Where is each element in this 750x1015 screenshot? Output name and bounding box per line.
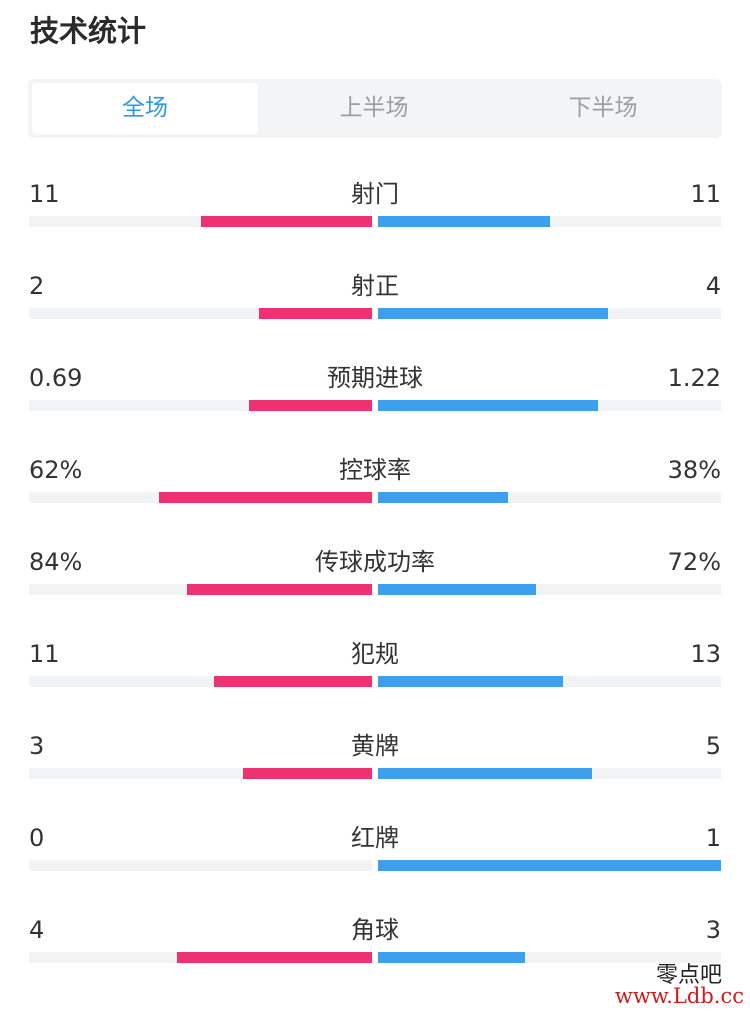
watermark-url: www.Ldb.cc (614, 984, 744, 1008)
away-track (378, 676, 721, 687)
stat-row-possession: 62% 控球率 38% (0, 452, 750, 544)
away-value: 5 (705, 732, 721, 760)
home-bar (176, 952, 372, 963)
away-track (378, 768, 721, 779)
stat-label: 预期进球 (327, 364, 423, 392)
home-bar (214, 676, 372, 687)
period-tabs: 全场 上半场 下半场 (28, 79, 722, 138)
away-value: 3 (705, 916, 721, 944)
home-value: 11 (29, 180, 60, 208)
tab-full-match[interactable]: 全场 (32, 83, 258, 134)
away-track (378, 308, 721, 319)
stat-row-expected-goals: 0.69 预期进球 1.22 (0, 360, 750, 452)
away-bar (378, 768, 593, 779)
away-bar (378, 492, 509, 503)
away-value: 1 (705, 824, 721, 852)
home-track (29, 860, 372, 871)
home-track (29, 952, 372, 963)
away-bar (378, 400, 598, 411)
stat-label: 黄牌 (351, 732, 399, 760)
stat-label: 红牌 (351, 824, 399, 852)
away-track (378, 216, 721, 227)
home-value: 11 (29, 640, 60, 668)
home-value: 4 (29, 916, 45, 944)
stat-label: 传球成功率 (315, 548, 435, 576)
away-bar (378, 676, 564, 687)
tab-second-half[interactable]: 下半场 (568, 95, 638, 121)
home-value: 84% (29, 548, 83, 576)
watermark: 零点吧 www.Ldb.cc (614, 957, 744, 1011)
home-value: 3 (29, 732, 45, 760)
stat-row-fouls: 11 犯规 13 (0, 636, 750, 728)
home-value: 0 (29, 824, 45, 852)
home-bar (200, 216, 372, 227)
page-title: 技术统计 (30, 14, 147, 48)
stat-row-red-cards: 0 红牌 1 (0, 820, 750, 912)
away-bar (378, 952, 526, 963)
away-track (378, 400, 721, 411)
home-value: 2 (29, 272, 45, 300)
away-bar (378, 308, 608, 319)
away-bar (378, 860, 721, 871)
away-value: 4 (705, 272, 721, 300)
home-track (29, 492, 372, 503)
away-track (378, 492, 721, 503)
stat-row-yellow-cards: 3 黄牌 5 (0, 728, 750, 820)
away-track (378, 952, 721, 963)
stat-label: 犯规 (351, 640, 399, 668)
away-value: 11 (690, 180, 721, 208)
stat-row-pass-accuracy: 84% 传球成功率 72% (0, 544, 750, 636)
home-track (29, 584, 372, 595)
away-value: 1.22 (667, 364, 721, 392)
tab-first-half[interactable]: 上半场 (339, 95, 409, 121)
home-bar (186, 584, 372, 595)
home-bar (248, 400, 372, 411)
stat-row-corners: 4 角球 3 (0, 912, 750, 1004)
home-track (29, 216, 372, 227)
away-value: 13 (690, 640, 721, 668)
home-track (29, 400, 372, 411)
stat-label: 控球率 (339, 456, 411, 484)
stat-row-shots-on-target: 2 射正 4 (0, 268, 750, 360)
away-bar (378, 584, 536, 595)
home-track (29, 676, 372, 687)
home-bar (159, 492, 372, 503)
home-bar (243, 768, 372, 779)
away-value: 38% (667, 456, 721, 484)
home-value: 0.69 (29, 364, 83, 392)
stat-label: 射门 (351, 180, 399, 208)
away-bar (378, 216, 550, 227)
home-bar (258, 308, 372, 319)
stat-row-shots: 11 射门 11 (0, 176, 750, 268)
home-track (29, 308, 372, 319)
away-value: 72% (667, 548, 721, 576)
away-track (378, 584, 721, 595)
home-value: 62% (29, 456, 83, 484)
home-track (29, 768, 372, 779)
away-track (378, 860, 721, 871)
stat-label: 射正 (351, 272, 399, 300)
watermark-title: 零点吧 (655, 963, 722, 988)
stat-label: 角球 (351, 916, 399, 944)
